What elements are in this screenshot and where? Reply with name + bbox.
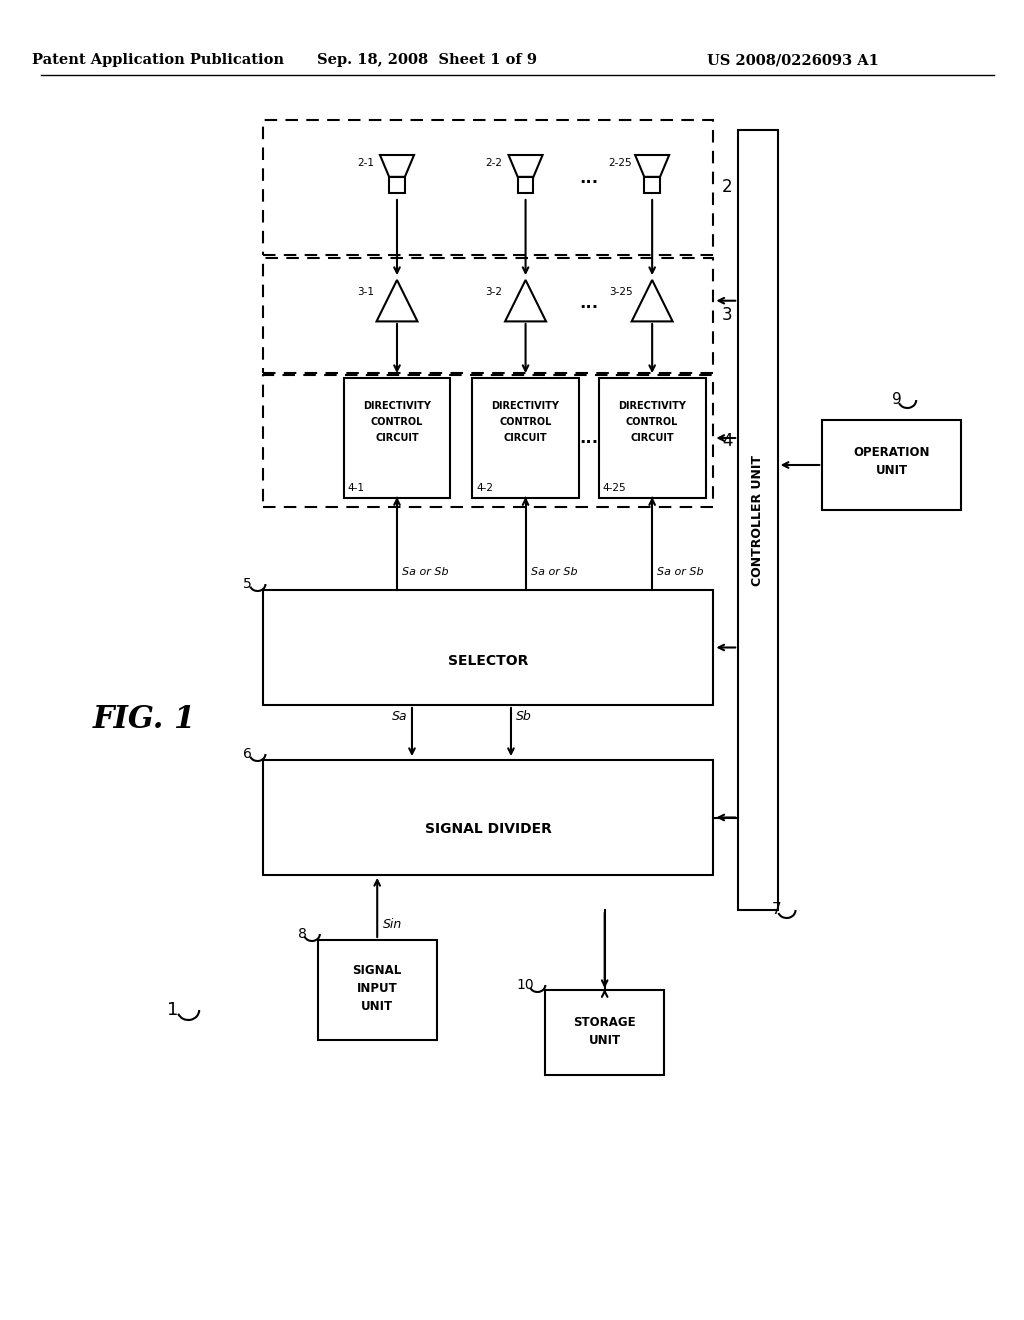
Text: UNIT: UNIT	[361, 999, 393, 1012]
Text: INPUT: INPUT	[356, 982, 397, 994]
Text: CIRCUIT: CIRCUIT	[375, 433, 419, 444]
Text: CIRCUIT: CIRCUIT	[504, 433, 548, 444]
Text: 3: 3	[722, 306, 732, 325]
Bar	[822, 420, 961, 510]
Text: 4-2: 4-2	[476, 483, 494, 492]
Text: 5: 5	[244, 577, 252, 591]
Bar	[644, 177, 660, 193]
Text: DIRECTIVITY: DIRECTIVITY	[492, 401, 559, 411]
Text: UNIT: UNIT	[876, 463, 907, 477]
Bar	[263, 120, 714, 255]
Text: SIGNAL: SIGNAL	[352, 964, 401, 977]
Text: 4-25: 4-25	[603, 483, 627, 492]
Text: 7: 7	[772, 903, 781, 917]
Bar	[472, 378, 579, 498]
Text: US 2008/0226093 A1: US 2008/0226093 A1	[707, 53, 879, 67]
Text: 2-2: 2-2	[485, 158, 503, 168]
Polygon shape	[635, 154, 669, 177]
Bar	[317, 940, 436, 1040]
Polygon shape	[509, 154, 543, 177]
Text: SELECTOR: SELECTOR	[449, 655, 528, 668]
Text: STORAGE: STORAGE	[573, 1015, 636, 1028]
Text: UNIT: UNIT	[589, 1034, 621, 1047]
Text: DIRECTIVITY: DIRECTIVITY	[618, 401, 686, 411]
Text: Sep. 18, 2008  Sheet 1 of 9: Sep. 18, 2008 Sheet 1 of 9	[316, 53, 537, 67]
Bar	[518, 177, 534, 193]
Polygon shape	[632, 280, 673, 321]
Text: CONTROLLER UNIT: CONTROLLER UNIT	[752, 454, 765, 586]
Text: OPERATION: OPERATION	[853, 446, 930, 458]
Text: Sa or Sb: Sa or Sb	[657, 568, 703, 577]
Text: 2: 2	[722, 178, 732, 197]
Text: CONTROL: CONTROL	[371, 417, 423, 426]
Bar	[738, 129, 778, 909]
Bar	[263, 590, 714, 705]
Text: ...: ...	[580, 169, 598, 187]
Text: 4-1: 4-1	[347, 483, 365, 492]
Text: 3-25: 3-25	[608, 286, 632, 297]
Bar	[263, 257, 714, 374]
Bar	[263, 375, 714, 507]
Text: CONTROL: CONTROL	[500, 417, 552, 426]
Bar	[546, 990, 664, 1074]
Text: ...: ...	[580, 429, 598, 447]
Text: Sb: Sb	[516, 710, 531, 723]
Text: Sa or Sb: Sa or Sb	[402, 568, 449, 577]
Text: ...: ...	[580, 294, 598, 312]
Text: 3-2: 3-2	[485, 286, 503, 297]
Bar	[599, 378, 706, 498]
Text: 3-1: 3-1	[356, 286, 374, 297]
Bar	[263, 760, 714, 875]
Text: Sa or Sb: Sa or Sb	[530, 568, 578, 577]
Text: 4: 4	[722, 432, 732, 450]
Text: CONTROL: CONTROL	[626, 417, 678, 426]
Text: 8: 8	[298, 927, 306, 941]
Text: 2-25: 2-25	[608, 158, 632, 168]
Text: CIRCUIT: CIRCUIT	[631, 433, 674, 444]
Text: 9: 9	[892, 392, 901, 408]
Polygon shape	[377, 280, 418, 321]
Polygon shape	[380, 154, 414, 177]
Polygon shape	[505, 280, 546, 321]
Text: DIRECTIVITY: DIRECTIVITY	[364, 401, 431, 411]
Text: Patent Application Publication: Patent Application Publication	[32, 53, 284, 67]
Bar	[344, 378, 451, 498]
Text: 10: 10	[517, 978, 535, 993]
Text: 2-1: 2-1	[356, 158, 374, 168]
Text: SIGNAL DIVIDER: SIGNAL DIVIDER	[425, 822, 552, 836]
Text: 1: 1	[167, 1001, 178, 1019]
Text: Sin: Sin	[383, 917, 402, 931]
Text: FIG. 1: FIG. 1	[93, 705, 197, 735]
Text: Sa: Sa	[391, 710, 407, 723]
Text: 6: 6	[244, 747, 252, 762]
Bar	[389, 177, 404, 193]
